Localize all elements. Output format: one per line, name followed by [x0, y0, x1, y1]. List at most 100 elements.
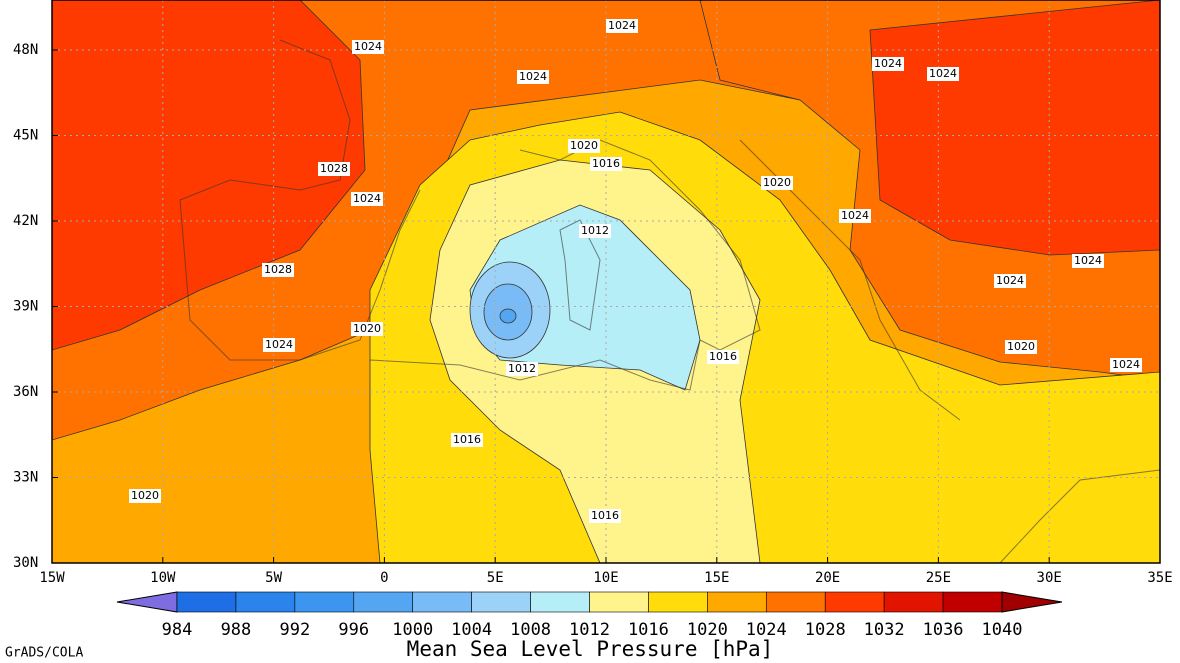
contour-label-bg	[351, 322, 383, 336]
contour-label: 1020	[1007, 340, 1035, 353]
colorbar-tick-label: 1008	[510, 620, 551, 640]
colorbar-segment	[707, 591, 767, 613]
pressure-zone	[869, 0, 1160, 256]
contour-label: 1024	[354, 40, 382, 53]
lon-label: 5E	[487, 570, 504, 586]
colorbar-tick-label: 1024	[746, 620, 787, 640]
lon-label: 35E	[1147, 570, 1172, 586]
contour-label-bg	[318, 162, 350, 176]
contour-label-bg	[872, 57, 904, 71]
contour-label: 1024	[996, 274, 1024, 287]
lon-label: 30E	[1037, 570, 1062, 586]
contour-label: 1012	[508, 362, 536, 375]
contour-label: 1012	[581, 224, 609, 237]
lat-label: 45N	[13, 128, 38, 144]
lon-label: 20E	[815, 570, 840, 586]
colorbar-tick-label: 988	[221, 620, 252, 640]
colorbar-segment	[176, 591, 237, 613]
contour-label: 1020	[763, 176, 791, 189]
pressure-zone	[52, 0, 366, 351]
colorbar-segment	[942, 591, 1003, 613]
contour-label-bg	[590, 157, 622, 171]
lon-label: 5W	[265, 570, 282, 586]
contour-label-bg	[1005, 340, 1037, 354]
contour-label: 1024	[265, 338, 293, 351]
colorbar-tick-label: 1000	[392, 620, 433, 640]
contour-label: 1028	[264, 263, 292, 276]
contour-label: 1024	[1112, 358, 1140, 371]
contour-label: 1020	[570, 139, 598, 152]
colorbar-tick-label: 1040	[982, 620, 1023, 640]
contour-labels: 1024 1024 1024 1024 1024 1024 1024 1024 1024 1024…	[129, 19, 1142, 523]
colorbar-segment	[294, 591, 355, 613]
contour-label-bg	[262, 263, 294, 277]
colorbar-segment	[589, 591, 649, 613]
colorbar-segment	[353, 591, 414, 613]
contour-label-bg	[451, 433, 483, 447]
colorbar-segment	[412, 591, 472, 613]
contour-label-bg	[839, 209, 871, 223]
colorbar-tick-label: 984	[162, 620, 193, 640]
lat-label: 48N	[13, 42, 38, 58]
colorbar-tick-label: 1028	[805, 620, 846, 640]
lat-label: 42N	[13, 213, 38, 229]
colorbar-tick-label: 1020	[687, 620, 728, 640]
contour-label-bg	[707, 350, 739, 364]
contour-label-bg	[263, 338, 295, 352]
colorbar-segment	[471, 591, 531, 613]
colorbar-tick-label: 1016	[628, 620, 669, 640]
pressure-zone	[499, 308, 517, 324]
contour-label: 1024	[1074, 254, 1102, 267]
colorbar-tick-label: 1036	[923, 620, 964, 640]
lat-label: 39N	[13, 299, 38, 315]
colorbar-tick-label: 1004	[451, 620, 492, 640]
colorbar: 984 988 992 996 1000 1004 1008 1012 1016 1020 1024…	[116, 591, 1063, 640]
lon-label: 15E	[704, 570, 729, 586]
lon-label: 0	[380, 570, 388, 586]
contour-label: 1016	[591, 509, 619, 522]
lon-label: 25E	[926, 570, 951, 586]
contour-label-bg	[994, 274, 1026, 288]
colorbar-segment	[824, 591, 885, 613]
contour-label-bg	[606, 19, 638, 33]
lat-label: 33N	[13, 470, 38, 486]
contour-label: 1024	[841, 209, 869, 222]
contour-label-bg	[517, 70, 549, 84]
contour-label: 1024	[874, 57, 902, 70]
contour-label-bg	[589, 509, 621, 523]
colorbar-tick-label: 992	[279, 620, 310, 640]
contour-label-bg	[351, 192, 383, 206]
coastlines	[179, 39, 1160, 563]
colorbar-under	[116, 591, 178, 613]
lat-label: 30N	[13, 555, 38, 571]
contour-label: 1028	[320, 162, 348, 175]
contour-label: 1020	[353, 322, 381, 335]
lon-label: 10E	[593, 570, 618, 586]
contour-label: 1024	[929, 67, 957, 80]
contour-label-bg	[761, 176, 793, 190]
contour-label-bg	[579, 224, 611, 238]
colorbar-tick-label: 996	[338, 620, 369, 640]
colorbar-tick-label: 1032	[864, 620, 905, 640]
contour-label-bg	[1110, 358, 1142, 372]
lat-label: 36N	[13, 384, 38, 400]
contour-label: 1024	[608, 19, 636, 32]
contour-label-bg	[927, 67, 959, 81]
colorbar-tick-label: 1012	[569, 620, 610, 640]
contour-label-bg	[506, 362, 538, 376]
contour-label: 1024	[519, 70, 547, 83]
colorbar-segment	[530, 591, 590, 613]
colorbar-segment	[883, 591, 944, 613]
contour-label: 1020	[131, 489, 159, 502]
contour-label: 1024	[353, 192, 381, 205]
colorbar-over	[1001, 591, 1063, 613]
contour-label-bg	[568, 139, 600, 153]
contour-label: 1016	[592, 157, 620, 170]
contour-label-bg	[129, 489, 161, 503]
contour-label-bg	[1072, 254, 1104, 268]
colorbar-segment	[235, 591, 296, 613]
contour-label: 1016	[453, 433, 481, 446]
lon-label: 10W	[150, 570, 176, 586]
